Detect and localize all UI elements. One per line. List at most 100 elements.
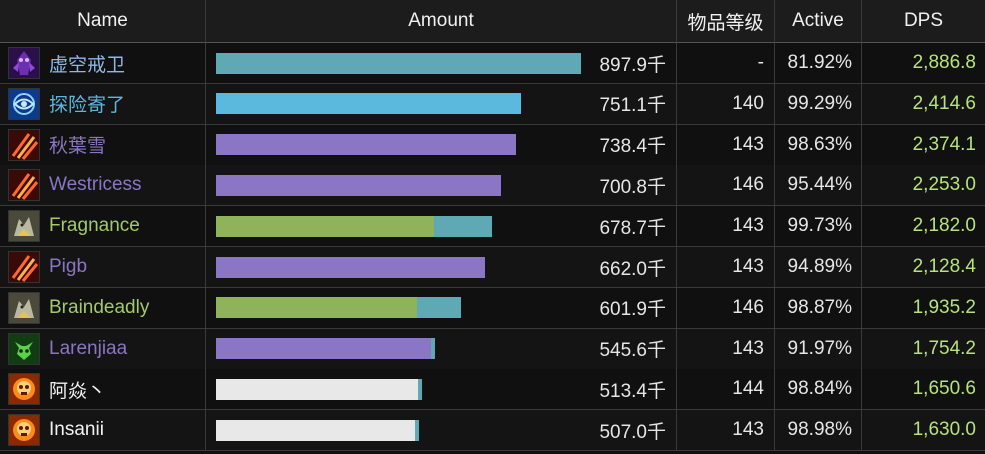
table-row[interactable]: Westricess 700.8千 146 95.44% 2,253.0: [0, 165, 985, 207]
column-header-name[interactable]: Name: [0, 0, 206, 43]
amount-cell: 751.1千: [206, 83, 677, 125]
active-value: 98.87%: [787, 296, 852, 318]
amount-cell: 601.9千: [206, 287, 677, 329]
column-header-amount[interactable]: Amount: [206, 0, 677, 43]
amount-bar-fill: [216, 297, 417, 319]
player-name: Insanii: [49, 419, 104, 441]
column-header-dps[interactable]: DPS: [862, 0, 985, 43]
active-cell: 98.87%: [775, 287, 862, 329]
amount-value: 513.4千: [599, 380, 666, 402]
item-level-cell: 143: [677, 247, 775, 288]
pet-amount-bar-fill: [418, 378, 422, 400]
table-row[interactable]: Larenjiaa 545.6千 143 91.97% 1,754.2: [0, 328, 985, 370]
amount-value: 507.0千: [599, 421, 666, 443]
void-walker-icon: [8, 47, 40, 79]
item-level-value: 143: [732, 337, 764, 359]
amount-bar: [216, 134, 592, 156]
amount-bar: [216, 256, 592, 278]
amount-cell: 507.0千: [206, 410, 677, 452]
amount-cell: 738.4千: [206, 124, 677, 166]
active-cell: 95.44%: [775, 165, 862, 207]
column-header-item-level[interactable]: 物品等级: [677, 0, 775, 43]
dps-cell: 2,414.6: [862, 84, 985, 125]
active-cell: 99.29%: [775, 83, 862, 125]
dps-cell: 2,374.1: [862, 125, 985, 166]
item-level-cell: -: [677, 43, 775, 84]
dps-value: 2,253.0: [912, 174, 976, 196]
table-row-partial: [0, 451, 985, 454]
pet-amount-bar-fill: [415, 419, 419, 441]
table-header: Name Amount 物品等级 Active DPS: [0, 0, 985, 43]
table-row[interactable]: Pigb 662.0千 143 94.89% 2,128.4: [0, 247, 985, 288]
active-cell: 98.84%: [775, 369, 862, 411]
item-level-value: 143: [732, 419, 764, 441]
amount-value: 700.8千: [599, 176, 666, 198]
amount-bar: [216, 378, 592, 400]
name-cell: 阿焱丶: [0, 369, 206, 411]
player-name: 秋葉雪: [49, 136, 107, 158]
item-level-cell: 143: [677, 206, 775, 248]
active-value: 99.29%: [787, 92, 852, 114]
table-row[interactable]: Insanii 507.0千 143 98.98% 1,630.0: [0, 410, 985, 452]
amount-cell: 545.6千: [206, 328, 677, 370]
pet-amount-bar-fill: [434, 215, 492, 237]
active-value: 98.98%: [787, 419, 852, 441]
hunter-beast-icon: [8, 291, 40, 324]
dps-value: 2,886.8: [912, 52, 976, 73]
claw-strike-icon: [8, 251, 40, 283]
dps-value: 1,754.2: [912, 337, 976, 359]
fire-skull-icon: [8, 414, 40, 447]
amount-value: 662.0千: [599, 258, 666, 280]
dps-cell: 1,754.2: [862, 329, 985, 370]
active-cell: 99.73%: [775, 206, 862, 248]
amount-cell: 678.7千: [206, 206, 677, 248]
claw-strike-icon: [8, 128, 40, 161]
active-cell: 98.98%: [775, 410, 862, 452]
dps-cell: 1,935.2: [862, 288, 985, 329]
dps-cell: 2,128.4: [862, 247, 985, 288]
dps-value: 1,630.0: [912, 419, 976, 441]
table-row[interactable]: Fragnance 678.7千 143 99.73% 2,182.0: [0, 206, 985, 248]
player-name: Larenjiaa: [49, 337, 128, 359]
table-row[interactable]: 探险寄了 751.1千 140 99.29% 2,414.6: [0, 83, 985, 125]
amount-cell: 513.4千: [206, 369, 677, 411]
name-cell: Larenjiaa: [0, 328, 206, 370]
dps-cell: 2,182.0: [862, 206, 985, 248]
amount-bar-fill: [216, 215, 434, 237]
item-level-value: -: [757, 52, 764, 73]
amount-value: 738.4千: [599, 136, 666, 158]
item-level-value: 146: [732, 296, 764, 318]
amount-bar-fill: [216, 419, 415, 441]
name-cell: Braindeadly: [0, 287, 206, 329]
amount-bar: [216, 215, 592, 237]
table-row[interactable]: 阿焱丶 513.4千 144 98.84% 1,650.6: [0, 369, 985, 411]
dps-cell: 2,253.0: [862, 165, 985, 207]
amount-bar: [216, 419, 592, 441]
table-row[interactable]: 秋葉雪 738.4千 143 98.63% 2,374.1: [0, 124, 985, 166]
dps-cell: 2,886.8: [862, 43, 985, 84]
amount-bar-fill: [216, 174, 501, 196]
active-value: 81.92%: [787, 52, 852, 73]
item-level-cell: 143: [677, 124, 775, 166]
table-row[interactable]: Braindeadly 601.9千 146 98.87% 1,935.2: [0, 287, 985, 329]
hunter-beast-icon: [8, 210, 40, 243]
player-name: 探险寄了: [49, 95, 126, 117]
active-cell: 91.97%: [775, 328, 862, 370]
player-name: 虚空戒卫: [49, 54, 126, 76]
claw-strike-icon: [8, 169, 40, 202]
active-value: 99.73%: [787, 215, 852, 237]
amount-bar: [216, 93, 592, 115]
dps-value: 2,414.6: [912, 92, 976, 114]
item-level-value: 144: [732, 378, 764, 400]
table-row[interactable]: 虚空戒卫 897.9千 - 81.92% 2,886.8: [0, 43, 985, 84]
amount-cell: 662.0千: [206, 247, 677, 288]
item-level-value: 143: [732, 256, 764, 277]
dps-value: 1,650.6: [912, 378, 976, 400]
active-value: 94.89%: [787, 256, 852, 277]
item-level-cell: 144: [677, 369, 775, 411]
column-header-active[interactable]: Active: [775, 0, 862, 43]
amount-bar-fill: [216, 378, 418, 400]
player-name: Fragnance: [49, 215, 140, 237]
item-level-value: 146: [732, 174, 764, 196]
item-level-value: 143: [732, 133, 764, 155]
